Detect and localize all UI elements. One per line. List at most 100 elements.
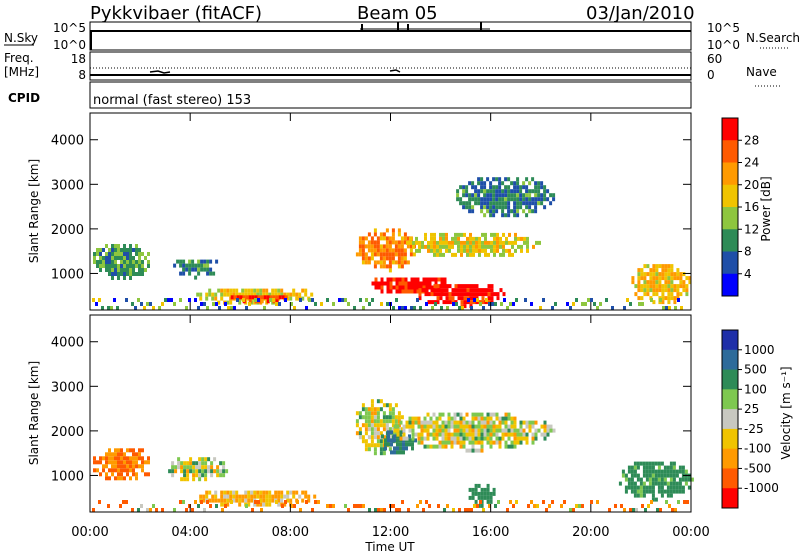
- heatmap-cell: [448, 296, 452, 301]
- heatmap-cell: [495, 440, 499, 445]
- heatmap-cell: [489, 444, 493, 449]
- heatmap-cell: [117, 472, 120, 477]
- heatmap-cell: [373, 228, 377, 233]
- heatmap-cell: [217, 300, 221, 305]
- heatmap-cell: [441, 436, 445, 441]
- heatmap-cell: [525, 420, 529, 425]
- heatmap-cell: [123, 256, 126, 260]
- colorbar-swatch: [722, 428, 738, 450]
- heatmap-cell: [679, 276, 683, 281]
- heatmap-cell: [663, 481, 667, 486]
- heatmap-cell: [119, 504, 122, 508]
- heatmap-cell: [376, 407, 380, 412]
- heatmap-cell: [385, 244, 389, 249]
- heatmap-cell: [395, 289, 399, 294]
- heatmap-cell: [147, 252, 150, 256]
- heatmap-cell: [504, 440, 508, 445]
- heatmap-cell: [419, 285, 423, 290]
- heatmap-cell: [388, 403, 392, 408]
- heatmap-cell: [388, 411, 392, 416]
- heatmap-cell: [401, 500, 404, 504]
- heatmap-cell: [408, 434, 411, 439]
- heatmap-cell: [415, 240, 418, 245]
- heatmap-cell: [192, 469, 196, 474]
- heatmap-cell: [254, 500, 257, 504]
- heatmap-cell: [670, 280, 674, 285]
- heatmap-cell: [147, 264, 150, 268]
- heatmap-cell: [229, 490, 233, 495]
- heatmap-cell: [299, 298, 302, 302]
- heatmap-cell: [191, 259, 195, 264]
- heatmap-cell: [508, 240, 511, 245]
- heatmap-cell: [164, 298, 167, 302]
- heatmap-cell: [655, 276, 659, 281]
- heatmap-cell: [402, 446, 405, 451]
- heatmap-cell: [400, 240, 404, 245]
- heatmap-cell: [498, 201, 502, 206]
- heatmap-cell: [180, 465, 184, 470]
- heatmap-cell: [525, 201, 529, 206]
- heatmap-cell: [519, 440, 523, 445]
- heatmap-cell: [416, 504, 419, 508]
- heatmap-cell: [403, 256, 407, 261]
- heatmap-cell: [407, 285, 411, 290]
- heatmap-cell: [364, 236, 368, 241]
- heatmap-cell: [105, 268, 108, 272]
- heatmap-cell: [676, 276, 680, 281]
- heatmap-cell: [239, 295, 243, 300]
- heatmap-cell: [205, 296, 209, 301]
- heatmap-cell: [643, 272, 647, 277]
- heatmap-cell: [126, 248, 129, 252]
- heatmap-cell: [111, 264, 114, 268]
- heatmap-cell: [677, 500, 680, 504]
- heatmap-cell: [452, 508, 455, 512]
- heatmap-cell: [271, 494, 275, 499]
- heatmap-cell: [373, 248, 377, 253]
- heatmap-cell: [326, 298, 329, 302]
- heatmap-cell: [483, 197, 487, 202]
- heatmap-cell: [220, 296, 224, 301]
- heatmap-cell: [180, 469, 184, 474]
- heatmap-cell: [468, 201, 472, 206]
- colorbar-tick-label: 8: [744, 245, 752, 259]
- heatmap-cell: [672, 477, 676, 482]
- heatmap-cell: [489, 428, 493, 433]
- heatmap-cell: [422, 285, 426, 290]
- heatmap-cell: [642, 473, 646, 478]
- heatmap-cell: [117, 448, 120, 453]
- heatmap-cell: [194, 298, 197, 302]
- heatmap-cell: [391, 228, 395, 233]
- heatmap-cell: [286, 292, 290, 297]
- heatmap-cell: [490, 296, 494, 301]
- heatmap-cell: [213, 457, 217, 462]
- heatmap-cell: [445, 284, 449, 289]
- heatmap-cell: [685, 276, 689, 281]
- heatmap-cell: [201, 465, 205, 470]
- heatmap-cell: [477, 483, 481, 488]
- heatmap-cell: [498, 181, 502, 186]
- heatmap-cell: [652, 280, 656, 285]
- heatmap-cell: [373, 435, 377, 440]
- colorbar-swatch: [722, 140, 738, 163]
- heatmap-cell: [489, 412, 493, 417]
- heatmap-cell: [460, 248, 463, 253]
- heatmap-cell: [430, 248, 433, 253]
- heatmap-cell: [105, 452, 108, 457]
- heatmap-cell: [382, 232, 386, 237]
- heatmap-cell: [192, 461, 196, 466]
- heatmap-cell: [161, 508, 164, 512]
- heatmap-cell: [660, 485, 664, 490]
- heatmap-cell: [460, 284, 464, 289]
- heatmap-cell: [660, 493, 664, 498]
- heatmap-cell: [676, 288, 680, 293]
- heatmap-cell: [420, 424, 424, 429]
- heatmap-cell: [495, 428, 499, 433]
- heatmap-cell: [186, 477, 190, 482]
- heatmap-cell: [431, 285, 435, 290]
- heatmap-cell: [681, 485, 685, 490]
- heatmap-cell: [646, 280, 650, 285]
- heatmap-cell: [373, 419, 377, 424]
- heatmap-cell: [217, 498, 221, 503]
- heatmap-cell: [241, 288, 245, 293]
- heatmap-cell: [459, 201, 463, 206]
